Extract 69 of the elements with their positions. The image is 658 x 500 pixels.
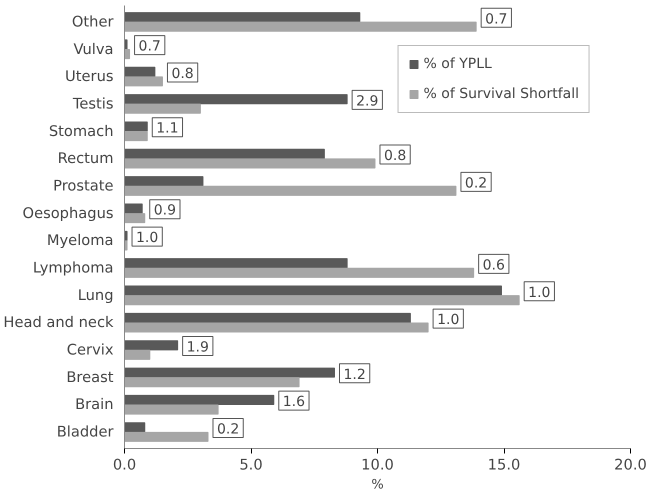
annotation: 1.6	[282, 394, 306, 410]
bar	[124, 213, 146, 224]
annotation: 1.9	[186, 339, 209, 356]
x-tick-label: 10.0	[361, 456, 394, 474]
y-tick-label: Myeloma	[46, 232, 114, 250]
x-tick-label: 5.0	[239, 456, 263, 474]
bar	[124, 258, 348, 268]
y-tick-label: Stomach	[48, 122, 114, 140]
bar	[124, 394, 274, 406]
annotation: 0.9	[154, 202, 176, 219]
bar	[124, 322, 429, 333]
bar	[124, 94, 348, 104]
annotation: 1.0	[528, 284, 550, 301]
y-tick-label: Lymphoma	[32, 260, 114, 277]
y-tick-label: Prostate	[53, 177, 114, 194]
y-tick-label: Cervix	[66, 342, 114, 359]
legend-label: % of YPLL	[424, 56, 492, 72]
bar	[124, 203, 143, 214]
annotation: 0.7	[138, 38, 161, 55]
annotation: 0.8	[171, 66, 194, 82]
bar	[124, 377, 300, 388]
bar	[124, 22, 477, 32]
bar	[124, 104, 201, 114]
bar	[124, 148, 325, 159]
annotation: 0.2	[464, 175, 488, 192]
annotation: 1.0	[136, 230, 158, 246]
y-tick-label: Testis	[72, 95, 114, 112]
y-tick-label: Breast	[66, 368, 114, 386]
y-tick-label: Oesophagus	[22, 204, 114, 222]
annotation: 2.9	[356, 93, 378, 110]
annotation: 0.8	[384, 148, 406, 164]
bar	[124, 12, 360, 22]
y-tick-label: Head and neck	[3, 314, 114, 332]
y-tick-label: Brain	[75, 396, 114, 414]
annotation: 0.7	[485, 11, 508, 28]
y-tick-label: Vulva	[73, 40, 114, 58]
bar	[124, 350, 150, 360]
y-tick-label: Lung	[78, 286, 114, 304]
bar	[124, 131, 148, 142]
x-tick-label: 15.0	[488, 456, 520, 474]
annotation: 0.6	[482, 257, 505, 274]
bar	[124, 432, 208, 442]
y-tick-label: Uterus	[65, 68, 114, 86]
bar	[124, 186, 456, 196]
annotation: 1.2	[343, 366, 366, 383]
bar	[124, 286, 502, 296]
x-axis-title: %	[371, 478, 384, 492]
bar	[124, 176, 204, 186]
bar	[124, 66, 156, 77]
bar	[124, 76, 163, 86]
x-tick-label: 0.0	[112, 456, 136, 474]
bar	[124, 340, 178, 350]
bar	[124, 158, 376, 168]
bar	[124, 404, 219, 415]
bar	[124, 268, 474, 278]
bar	[124, 121, 148, 132]
bar	[124, 422, 146, 432]
bar	[124, 48, 130, 60]
bar	[124, 312, 411, 323]
y-tick-label: Bladder	[56, 424, 114, 441]
x-tick-label: 20.0	[614, 456, 647, 474]
annotation: 1.0	[437, 312, 460, 328]
legend-label: % of Survival Shortfall	[424, 86, 579, 102]
bar	[124, 295, 520, 306]
annotation: 1.1	[156, 120, 179, 137]
y-tick-label: Other	[72, 13, 114, 30]
annotation: 0.2	[216, 421, 240, 438]
bar	[124, 368, 335, 378]
y-tick-label: Rectum	[58, 150, 114, 168]
